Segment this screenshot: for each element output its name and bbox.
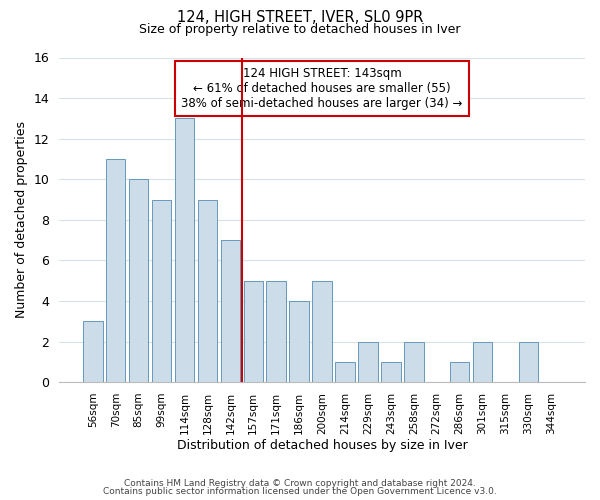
- Bar: [335, 362, 355, 382]
- Bar: [244, 280, 263, 382]
- Text: 124 HIGH STREET: 143sqm
← 61% of detached houses are smaller (55)
38% of semi-de: 124 HIGH STREET: 143sqm ← 61% of detache…: [181, 67, 463, 110]
- Bar: [358, 342, 377, 382]
- Bar: [404, 342, 424, 382]
- Bar: [152, 200, 172, 382]
- Bar: [450, 362, 469, 382]
- Bar: [518, 342, 538, 382]
- Bar: [83, 321, 103, 382]
- Bar: [381, 362, 401, 382]
- X-axis label: Distribution of detached houses by size in Iver: Distribution of detached houses by size …: [177, 440, 467, 452]
- Bar: [473, 342, 493, 382]
- Bar: [313, 280, 332, 382]
- Bar: [129, 179, 148, 382]
- Bar: [197, 200, 217, 382]
- Y-axis label: Number of detached properties: Number of detached properties: [15, 122, 28, 318]
- Text: Size of property relative to detached houses in Iver: Size of property relative to detached ho…: [139, 22, 461, 36]
- Bar: [106, 159, 125, 382]
- Bar: [175, 118, 194, 382]
- Text: 124, HIGH STREET, IVER, SL0 9PR: 124, HIGH STREET, IVER, SL0 9PR: [177, 10, 423, 25]
- Bar: [221, 240, 240, 382]
- Text: Contains public sector information licensed under the Open Government Licence v3: Contains public sector information licen…: [103, 487, 497, 496]
- Bar: [266, 280, 286, 382]
- Bar: [289, 301, 309, 382]
- Text: Contains HM Land Registry data © Crown copyright and database right 2024.: Contains HM Land Registry data © Crown c…: [124, 478, 476, 488]
